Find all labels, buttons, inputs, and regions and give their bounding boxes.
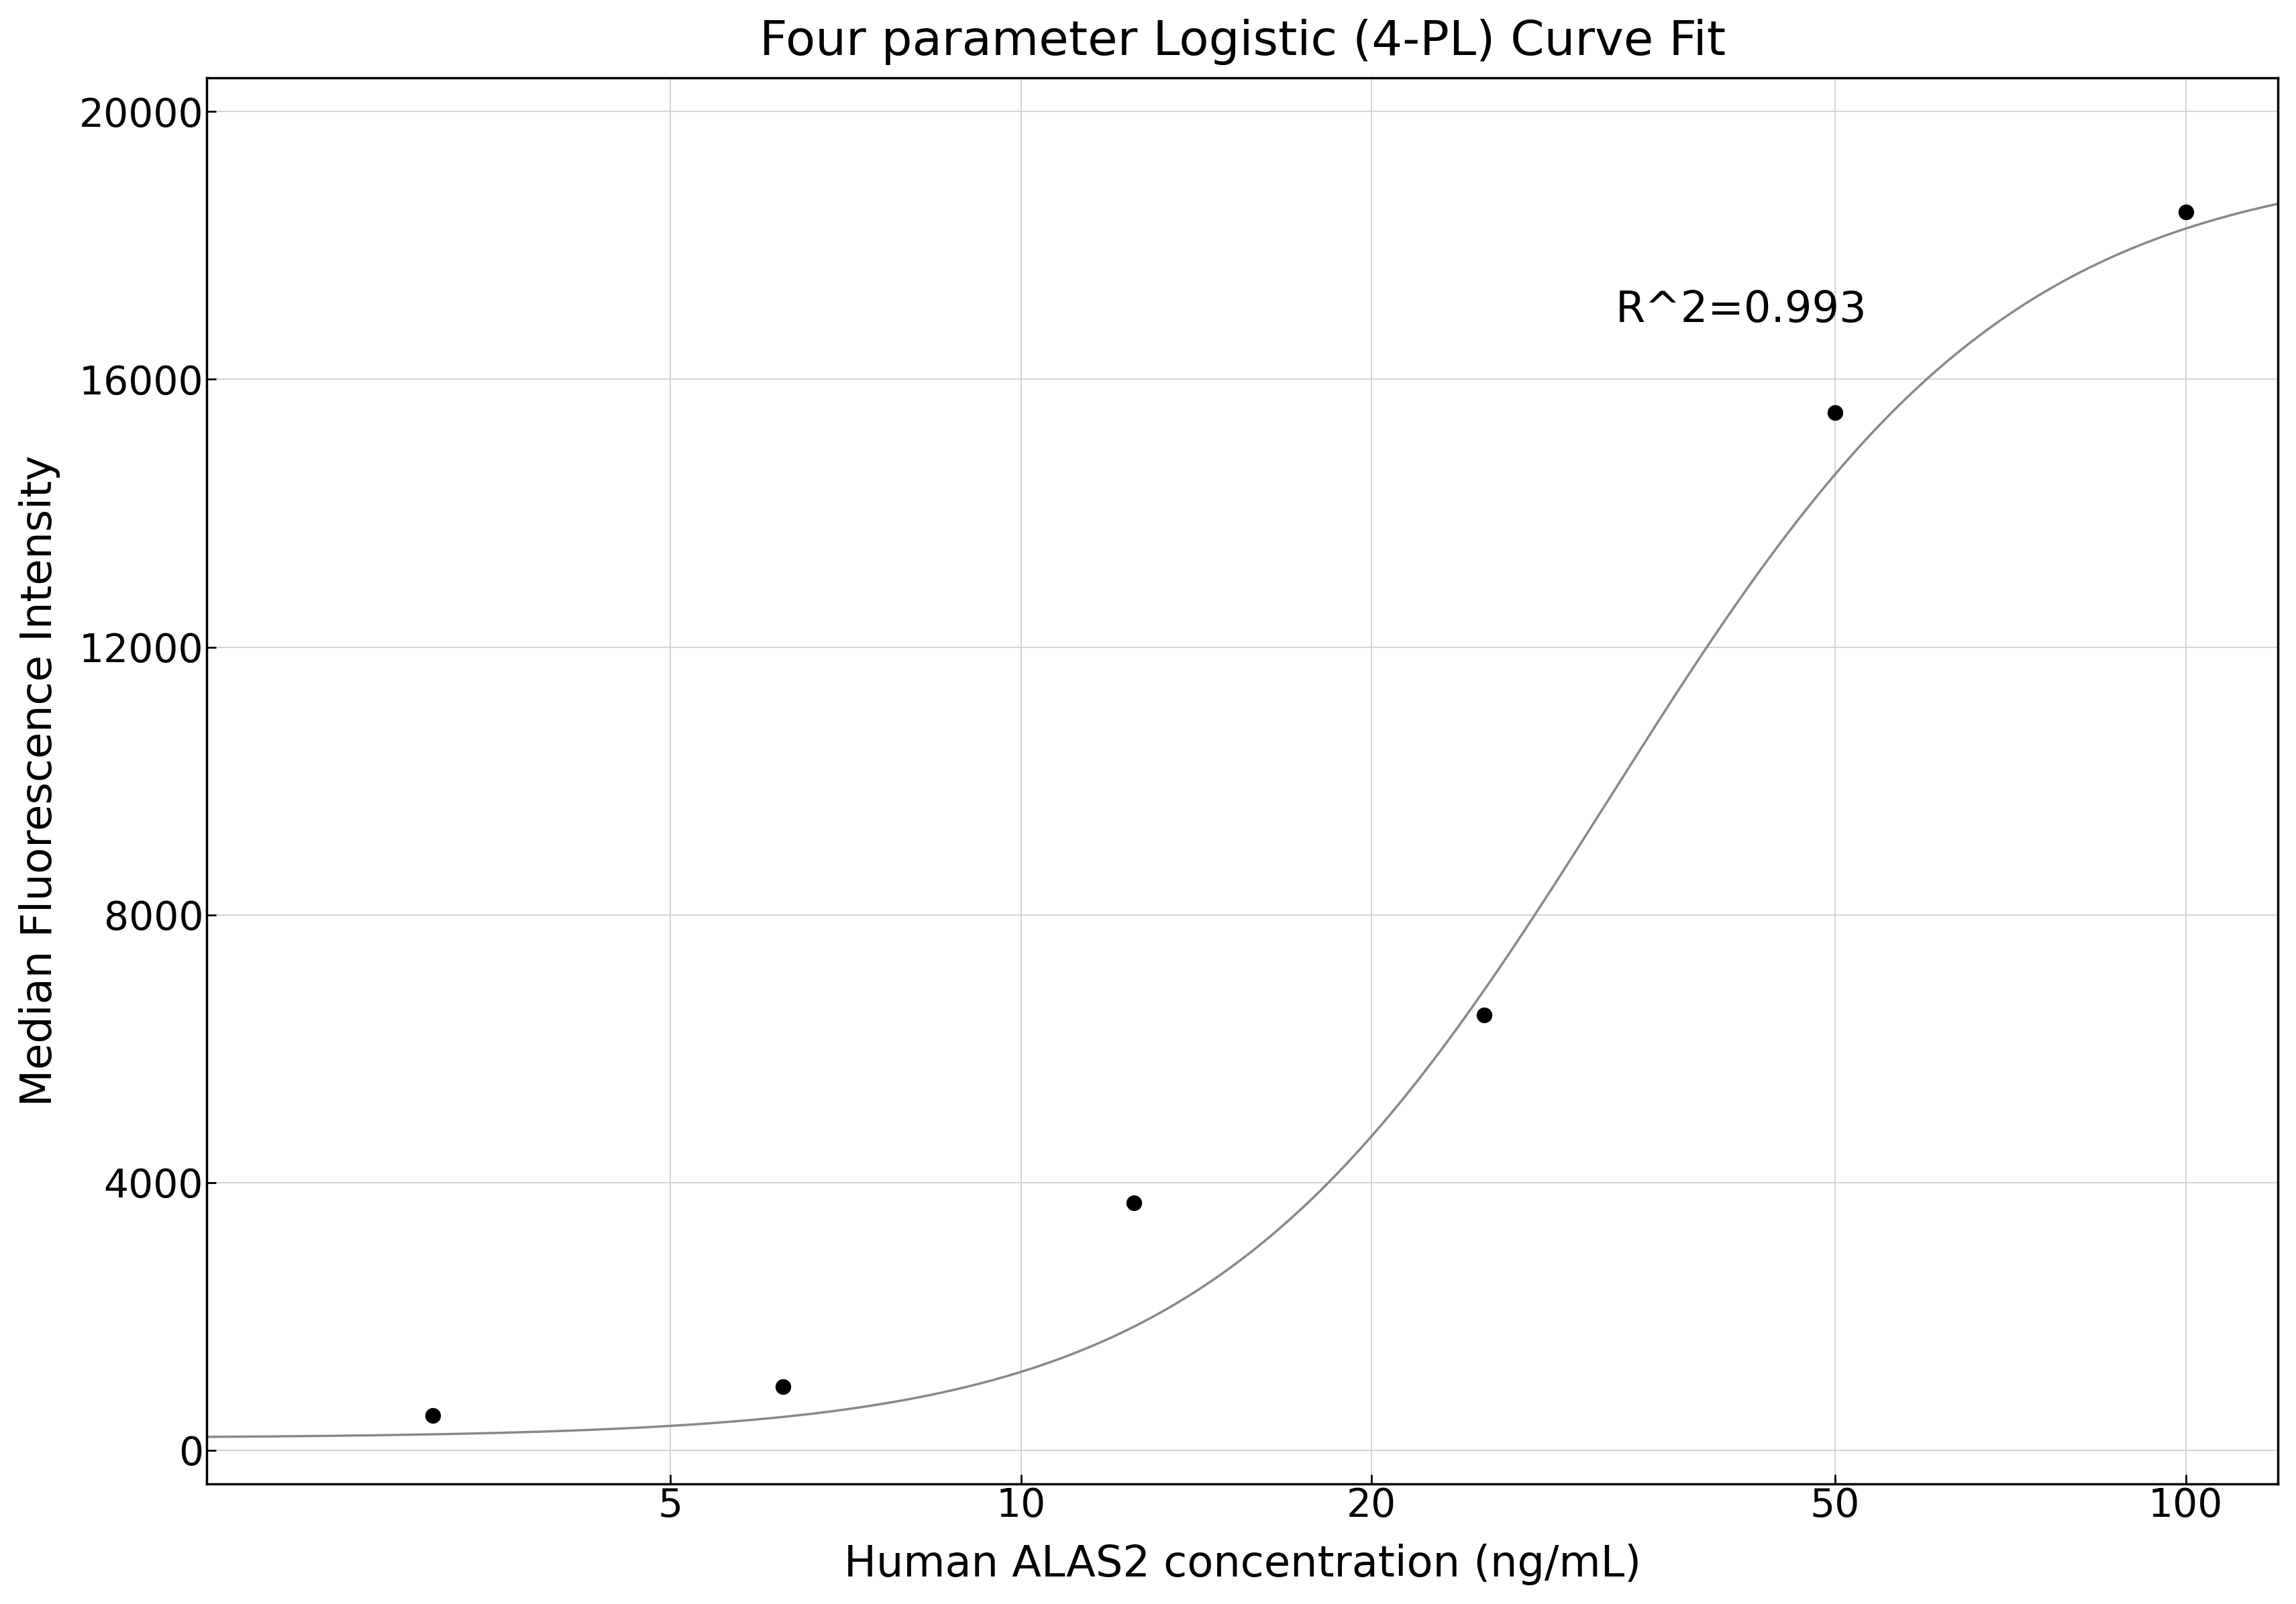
- Point: [1116, 1190, 1153, 1216]
- Point: [2167, 199, 2204, 225]
- Point: [413, 1402, 450, 1428]
- Text: R^2=0.993: R^2=0.993: [1614, 289, 1867, 330]
- Title: Four parameter Logistic (4-PL) Curve Fit: Four parameter Logistic (4-PL) Curve Fit: [760, 19, 1724, 64]
- Y-axis label: Median Fluorescence Intensity: Median Fluorescence Intensity: [18, 456, 60, 1107]
- Point: [765, 1373, 801, 1399]
- Point: [1816, 399, 1853, 425]
- Point: [1465, 1002, 1502, 1028]
- X-axis label: Human ALAS2 concentration (ng/mL): Human ALAS2 concentration (ng/mL): [843, 1543, 1639, 1585]
